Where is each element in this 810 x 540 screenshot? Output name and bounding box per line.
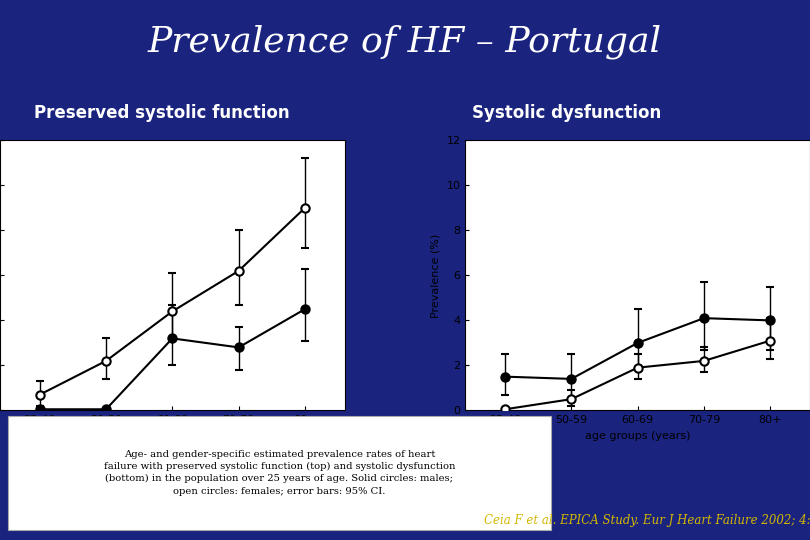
Text: Age- and gender-specific estimated prevalence rates of heart
failure with preser: Age- and gender-specific estimated preva… (104, 450, 455, 496)
Text: Ceia F et al. EPICA Study. Eur J Heart Failure 2002; 4:531-9: Ceia F et al. EPICA Study. Eur J Heart F… (484, 514, 810, 527)
X-axis label: age groups (years): age groups (years) (120, 431, 225, 441)
X-axis label: age groups (years): age groups (years) (585, 431, 690, 441)
Text: Preserved systolic function: Preserved systolic function (34, 104, 290, 123)
Text: Prevalence of HF – Portugal: Prevalence of HF – Portugal (148, 24, 662, 59)
Text: Systolic dysfunction: Systolic dysfunction (472, 104, 662, 123)
Y-axis label: Prevalence (%): Prevalence (%) (431, 233, 441, 318)
FancyBboxPatch shape (8, 416, 551, 530)
